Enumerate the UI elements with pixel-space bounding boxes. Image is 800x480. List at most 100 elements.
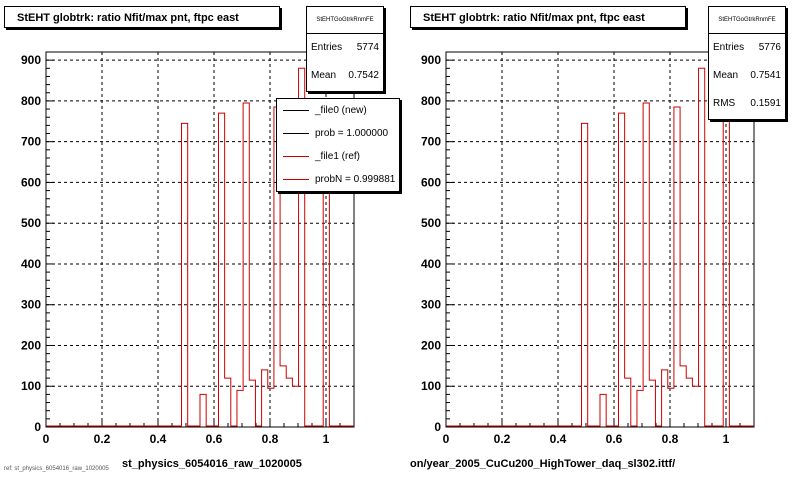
y-tick-label: 500	[421, 216, 441, 230]
x-tick-label: 0	[43, 432, 50, 446]
stats-row-entries: Entries 5776	[709, 34, 785, 62]
stats-row-rms: RMS 0.1591	[709, 90, 785, 118]
stats-row-mean: Mean 0.7542	[307, 62, 383, 90]
legend-line-swatch	[283, 110, 309, 111]
histogram-bin	[582, 123, 588, 427]
y-tick-label: 800	[21, 94, 41, 108]
histogram-bin	[674, 107, 680, 427]
x-tick-label: 0.4	[150, 432, 167, 446]
footer-note: ref: st_physics_6054016_raw_1020005	[4, 466, 109, 472]
stats-key: RMS	[713, 98, 736, 109]
stats-value: 5774	[356, 42, 379, 53]
y-tick-label: 700	[21, 135, 41, 149]
legend-label: probN = 0.999881	[315, 174, 396, 185]
y-tick-label: 800	[421, 94, 441, 108]
stats-box: StEHTGoGtrkRnmFE Entries 5774 Mean 0.754…	[306, 6, 384, 92]
x-tick-label: 0.6	[206, 432, 223, 446]
histogram-bin	[237, 390, 243, 427]
histogram-bin	[662, 370, 668, 427]
y-tick-label: 200	[21, 338, 41, 352]
histogram-panel-right: 0 0.2 0.4 0.6 0.8 1 0 100 200 300 400 500 600 700 800 9…	[400, 0, 800, 480]
legend-line-swatch	[283, 179, 309, 180]
histogram-bin	[268, 388, 274, 427]
histogram-plot-right: 0 0.2 0.4 0.6 0.8 1 0 100 200 300 400 500 600 700 800 9…	[421, 51, 755, 446]
y-tick-label: 0	[434, 420, 441, 434]
stats-value: 0.7541	[750, 70, 781, 81]
x-tick-label: 1	[323, 432, 330, 446]
x-tick-label: 0.2	[494, 432, 511, 446]
legend-entry: prob = 1.000000	[277, 122, 399, 145]
histogram-bin	[262, 370, 268, 427]
histogram-bin	[600, 394, 606, 427]
stats-value: 0.1591	[750, 98, 781, 109]
x-axis-file-label: st_physics_6054016_raw_1020005	[122, 458, 302, 470]
histogram-bin	[218, 113, 224, 427]
stats-key: Entries	[311, 42, 343, 53]
histogram-bin	[243, 103, 249, 427]
histogram-bin	[292, 386, 298, 427]
histogram-title: StEHT globtrk: ratio Nfit/max pnt, ftpc …	[410, 6, 686, 28]
histogram-panel-left: 0 0.2 0.4 0.6 0.8 1 0 100 200 300 400 500 600 700 800 9…	[4, 6, 400, 470]
stats-key: Mean	[713, 70, 739, 81]
y-tick-label: 900	[421, 53, 441, 67]
x-tick-label: 1	[723, 432, 730, 446]
legend-label: prob = 1.000000	[315, 128, 389, 139]
y-tick-label: 200	[421, 338, 441, 352]
histogram-bin	[699, 68, 705, 427]
legend-line-swatch	[283, 156, 309, 157]
y-tick-label: 300	[21, 298, 41, 312]
stats-row-entries: Entries 5774	[307, 34, 383, 62]
x-tick-label: 0.8	[262, 432, 279, 446]
y-tick-label: 900	[21, 53, 41, 67]
legend-entry: probN = 0.999881	[277, 168, 399, 191]
y-tick-label: 400	[421, 257, 441, 271]
y-tick-label: 600	[21, 175, 41, 189]
histogram-bin	[286, 378, 292, 427]
legend-line-swatch	[283, 133, 309, 134]
legend-entry: _file1 (ref)	[277, 145, 399, 168]
histogram-bin	[692, 386, 698, 427]
y-tick-label: 100	[21, 379, 41, 393]
stats-key: Mean	[311, 70, 337, 81]
legend-box: _file0 (new) prob = 1.000000 _file1 (ref…	[276, 98, 400, 192]
x-tick-label: 0.2	[94, 432, 111, 446]
histogram-bin	[723, 119, 729, 427]
stats-value: 0.7542	[348, 70, 379, 81]
histogram-bin	[182, 123, 188, 427]
histogram-bin	[225, 378, 231, 427]
histogram-bin	[618, 113, 624, 427]
histogram-bin	[200, 394, 206, 427]
histogram-bin	[649, 380, 655, 427]
y-tick-label: 100	[421, 379, 441, 393]
legend-label: _file0 (new)	[315, 105, 367, 116]
histogram-bin	[249, 380, 255, 427]
histogram-bin	[680, 366, 686, 427]
legend-entry: _file0 (new)	[277, 99, 399, 122]
histogram-bin	[637, 390, 643, 427]
histogram-bin	[643, 103, 649, 427]
stats-value: 5776	[758, 42, 781, 53]
y-tick-label: 400	[21, 257, 41, 271]
stats-row-mean: Mean 0.7541	[709, 62, 785, 90]
y-tick-label: 300	[421, 298, 441, 312]
y-tick-label: 0	[34, 420, 41, 434]
stats-name: StEHTGoGtrkRnmFE	[307, 7, 383, 34]
stats-name: StEHTGoGtrkRnmFE	[709, 7, 785, 34]
x-tick-label: 0	[443, 432, 450, 446]
histogram-bin	[625, 378, 631, 427]
x-tick-label: 0.8	[662, 432, 679, 446]
histogram-bin	[668, 388, 674, 427]
histogram-bin	[280, 366, 286, 427]
y-tick-label: 700	[421, 135, 441, 149]
y-tick-label: 600	[421, 175, 441, 189]
x-tick-label: 0.6	[606, 432, 623, 446]
stats-box: StEHTGoGtrkRnmFE Entries 5776 Mean 0.754…	[708, 6, 786, 120]
x-axis-file-label: on/year_2005_CuCu200_HighTower_daq_sl302…	[410, 458, 676, 470]
histogram-title: StEHT globtrk: ratio Nfit/max pnt, ftpc …	[4, 6, 280, 28]
legend-label: _file1 (ref)	[315, 151, 361, 162]
histogram-bin	[686, 378, 692, 427]
histogram-outline	[581, 67, 730, 427]
histogram-outline	[181, 67, 330, 427]
y-tick-label: 500	[21, 216, 41, 230]
x-tick-label: 0.4	[550, 432, 567, 446]
